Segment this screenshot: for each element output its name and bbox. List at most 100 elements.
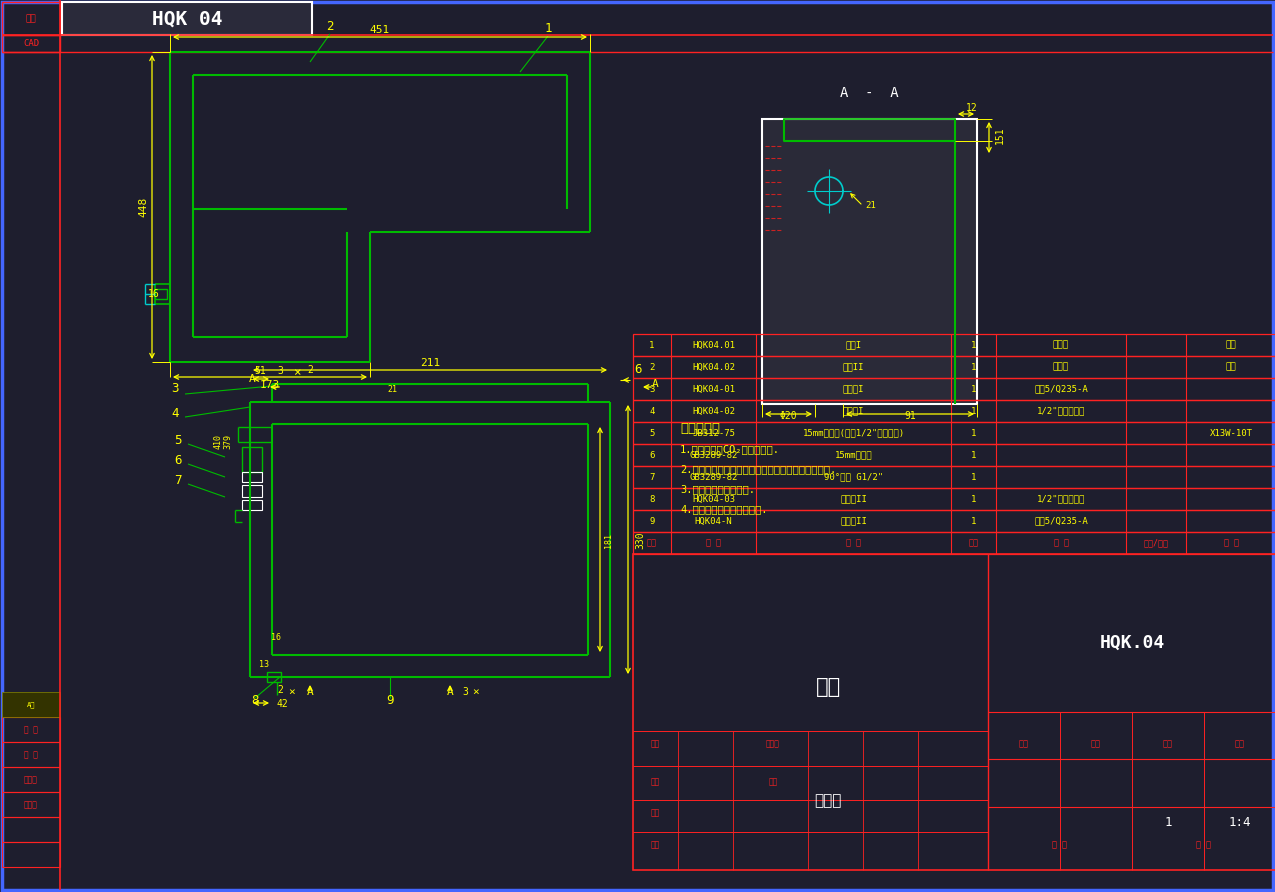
Text: 组焊件: 组焊件 <box>1053 362 1068 371</box>
Bar <box>632 444 1275 466</box>
Bar <box>3 2 60 35</box>
Text: A: A <box>652 379 658 389</box>
Text: 1: 1 <box>970 473 977 482</box>
Text: 13: 13 <box>259 660 269 669</box>
Text: 8: 8 <box>251 694 259 707</box>
Text: 进水管I: 进水管I <box>843 407 864 416</box>
Bar <box>242 472 261 482</box>
Text: 重量: 重量 <box>1019 739 1029 748</box>
Text: 91: 91 <box>904 411 915 421</box>
Text: 名 称: 名 称 <box>847 539 861 548</box>
Text: 整 件: 整 件 <box>24 725 38 734</box>
Text: 1: 1 <box>970 362 977 371</box>
Text: 6: 6 <box>649 450 654 459</box>
Text: 1: 1 <box>970 450 977 459</box>
Text: 8: 8 <box>649 494 654 503</box>
Bar <box>242 485 261 497</box>
Text: 151: 151 <box>994 126 1005 144</box>
Text: 3: 3 <box>649 384 654 393</box>
Text: 1/2"镀锌焊接管: 1/2"镀锌焊接管 <box>1037 407 1085 416</box>
Text: 2.焊缝应美观、平滑，无漏焊、气孔夹渣等焊接缺陷.: 2.焊缝应美观、平滑，无漏焊、气孔夹渣等焊接缺陷. <box>680 464 836 474</box>
Text: GB3289-82: GB3289-82 <box>690 473 738 482</box>
Text: 工艺: 工艺 <box>650 809 659 818</box>
Bar <box>266 672 280 682</box>
Text: 箱体I: 箱体I <box>845 341 862 350</box>
Text: 51: 51 <box>254 366 266 376</box>
Bar <box>62 2 312 35</box>
Text: 无图: 无图 <box>1225 362 1237 371</box>
Bar <box>632 510 1275 532</box>
Text: 外购件: 外购件 <box>24 800 38 810</box>
Text: 2: 2 <box>649 362 654 371</box>
Text: 单重/重量: 单重/重量 <box>1144 539 1168 548</box>
Text: 4.水箱不应有漏水渗水现象.: 4.水箱不应有漏水渗水现象. <box>680 504 768 514</box>
Text: HQK04-02: HQK04-02 <box>692 407 734 416</box>
Text: 标准化: 标准化 <box>766 739 780 748</box>
Bar <box>632 400 1275 422</box>
Text: 水箱: 水箱 <box>816 677 842 697</box>
Text: HQK04-N: HQK04-N <box>695 516 732 525</box>
Text: 堆叠板II: 堆叠板II <box>840 516 867 525</box>
Text: 3: 3 <box>277 366 283 376</box>
Text: 1/2"镀锌焊接管: 1/2"镀锌焊接管 <box>1037 494 1085 503</box>
Text: 21: 21 <box>388 385 397 394</box>
Text: 钢板5/Q235-A: 钢板5/Q235-A <box>1034 384 1088 393</box>
Text: 图号: 图号 <box>1091 739 1102 748</box>
Text: 211: 211 <box>419 358 440 368</box>
Bar <box>156 289 167 299</box>
Bar <box>632 554 1275 870</box>
Bar <box>632 532 1275 554</box>
Text: 451: 451 <box>370 25 390 35</box>
Text: 42: 42 <box>277 699 288 709</box>
Text: HQK04-01: HQK04-01 <box>692 384 734 393</box>
Text: ×: × <box>473 687 479 697</box>
Text: 173: 173 <box>260 380 280 390</box>
Text: HQK04.01: HQK04.01 <box>692 341 734 350</box>
Text: JB312-75: JB312-75 <box>692 428 734 437</box>
Bar <box>3 767 60 792</box>
Text: 技术要求：: 技术要求： <box>680 422 720 435</box>
Text: 钢板5/Q235-A: 钢板5/Q235-A <box>1034 516 1088 525</box>
Text: 5: 5 <box>175 434 182 447</box>
Bar <box>3 717 60 742</box>
Text: 330: 330 <box>635 532 645 549</box>
Text: 组焊件: 组焊件 <box>1053 341 1068 350</box>
Bar <box>3 817 60 842</box>
Text: A类: A类 <box>27 702 36 708</box>
Bar <box>3 692 60 717</box>
Text: 21: 21 <box>864 201 876 210</box>
Text: 12: 12 <box>966 103 978 113</box>
Text: 15mm内塞头: 15mm内塞头 <box>835 450 872 459</box>
Text: ×: × <box>288 687 296 697</box>
Text: 1: 1 <box>649 341 654 350</box>
Text: 日期: 日期 <box>650 840 659 849</box>
Text: 审查: 审查 <box>769 777 778 786</box>
Text: HQK04-03: HQK04-03 <box>692 494 734 503</box>
Text: 2: 2 <box>307 365 312 375</box>
Bar <box>3 742 60 767</box>
Text: X13W-10T: X13W-10T <box>1210 428 1252 437</box>
Text: 90°弯管 G1/2": 90°弯管 G1/2" <box>824 473 884 482</box>
Text: 整 件: 整 件 <box>24 750 38 759</box>
Bar <box>632 422 1275 444</box>
Text: 16: 16 <box>272 633 280 642</box>
Text: 1: 1 <box>970 494 977 503</box>
Text: 1: 1 <box>1164 816 1172 829</box>
Text: A: A <box>446 687 454 697</box>
Text: 标准件: 标准件 <box>24 775 38 784</box>
Text: 1: 1 <box>970 428 977 437</box>
Text: 数量: 数量 <box>969 539 978 548</box>
Text: A: A <box>306 687 314 697</box>
Text: 材 料: 材 料 <box>1053 539 1068 548</box>
Text: 进水管II: 进水管II <box>840 494 867 503</box>
Text: 379: 379 <box>223 434 232 449</box>
Text: 1.焊缝均采用CO₂气体保护焊.: 1.焊缝均采用CO₂气体保护焊. <box>680 444 780 454</box>
Text: 1:4: 1:4 <box>1229 816 1251 829</box>
Text: 3: 3 <box>171 382 179 395</box>
Text: 448: 448 <box>138 197 148 217</box>
Text: 3.焊后清除焊渣、飞溅.: 3.焊后清除焊渣、飞溅. <box>680 484 755 494</box>
Text: 代 号: 代 号 <box>706 539 720 548</box>
Text: 批准: 批准 <box>650 739 659 748</box>
Text: HQK 04: HQK 04 <box>152 10 222 29</box>
Text: 1: 1 <box>970 516 977 525</box>
